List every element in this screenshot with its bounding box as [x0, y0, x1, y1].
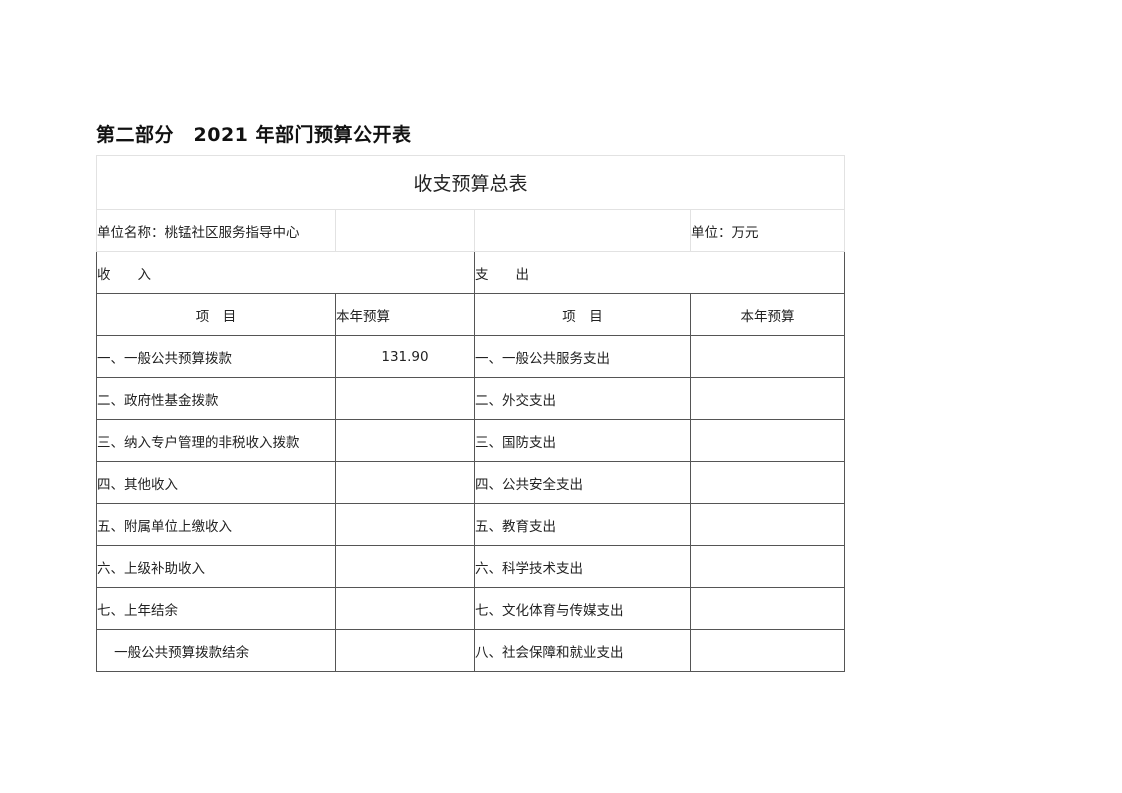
expense-item: 四、公共安全支出 — [474, 461, 691, 504]
table-title-row: 收支预算总表 — [95, 155, 846, 210]
expense-value — [689, 419, 846, 462]
expense-budget-header: 本年预算 — [689, 293, 846, 336]
table-row: 二、政府性基金拨款 二、外交支出 — [96, 377, 846, 420]
expense-value — [689, 461, 846, 504]
income-value — [335, 419, 475, 462]
income-value — [335, 377, 475, 420]
budget-summary-table: 收支预算总表 单位名称：桃锰社区服务指导中心 单位：万元 收 入 支 出 项 目… — [95, 155, 846, 672]
expense-item: 三、国防支出 — [474, 419, 691, 462]
expense-item-header: 项 目 — [474, 293, 691, 336]
expense-item: 一、一般公共服务支出 — [474, 335, 691, 378]
income-budget-header: 本年预算 — [335, 293, 475, 336]
page-heading: 第二部分 2021 年部门预算公开表 — [96, 124, 412, 146]
expense-item: 五、教育支出 — [474, 503, 691, 546]
expense-item: 六、科学技术支出 — [474, 545, 691, 588]
income-item: 六、上级补助收入 — [96, 545, 336, 588]
income-value — [335, 461, 475, 504]
empty-cell — [474, 209, 691, 252]
income-item: 一般公共预算拨款结余 — [96, 629, 336, 672]
unit-name: 单位名称：桃锰社区服务指导中心 — [96, 209, 336, 252]
income-item: 一、一般公共预算拨款 — [96, 335, 336, 378]
expense-value — [689, 545, 846, 588]
empty-cell — [335, 209, 475, 252]
expense-item: 八、社会保障和就业支出 — [474, 629, 691, 672]
income-value — [335, 587, 475, 630]
section-row: 收 入 支 出 — [96, 251, 846, 294]
income-section-label: 收 入 — [96, 251, 475, 294]
income-value: 131.90 — [335, 335, 475, 378]
income-item: 七、上年结余 — [96, 587, 336, 630]
column-header-row: 项 目 本年预算 项 目 本年预算 — [96, 293, 846, 336]
expense-section-label: 支 出 — [473, 251, 846, 294]
expense-value — [689, 587, 846, 630]
unit-label: 单位：万元 — [689, 209, 846, 252]
table-row: 六、上级补助收入 六、科学技术支出 — [96, 545, 846, 588]
table-row: 一般公共预算拨款结余 八、社会保障和就业支出 — [96, 629, 846, 672]
expense-value — [689, 503, 846, 546]
unit-row: 单位名称：桃锰社区服务指导中心 单位：万元 — [96, 209, 846, 252]
income-item: 二、政府性基金拨款 — [96, 377, 336, 420]
table-row: 五、附属单位上缴收入 五、教育支出 — [96, 503, 846, 546]
table-row: 四、其他收入 四、公共安全支出 — [96, 461, 846, 504]
income-item: 五、附属单位上缴收入 — [96, 503, 336, 546]
table-row: 三、纳入专户管理的非税收入拨款 三、国防支出 — [96, 419, 846, 462]
expense-value — [689, 335, 846, 378]
expense-item: 七、文化体育与传媒支出 — [474, 587, 691, 630]
expense-item: 二、外交支出 — [474, 377, 691, 420]
expense-value — [689, 377, 846, 420]
income-value — [335, 503, 475, 546]
income-item-header: 项 目 — [96, 293, 336, 336]
income-item: 三、纳入专户管理的非税收入拨款 — [96, 419, 336, 462]
income-value — [335, 545, 475, 588]
income-value — [335, 629, 475, 672]
table-row: 一、一般公共预算拨款 131.90 一、一般公共服务支出 — [96, 335, 846, 378]
table-row: 七、上年结余 七、文化体育与传媒支出 — [96, 587, 846, 630]
expense-value — [689, 629, 846, 672]
table-title: 收支预算总表 — [95, 155, 846, 210]
income-item: 四、其他收入 — [96, 461, 336, 504]
